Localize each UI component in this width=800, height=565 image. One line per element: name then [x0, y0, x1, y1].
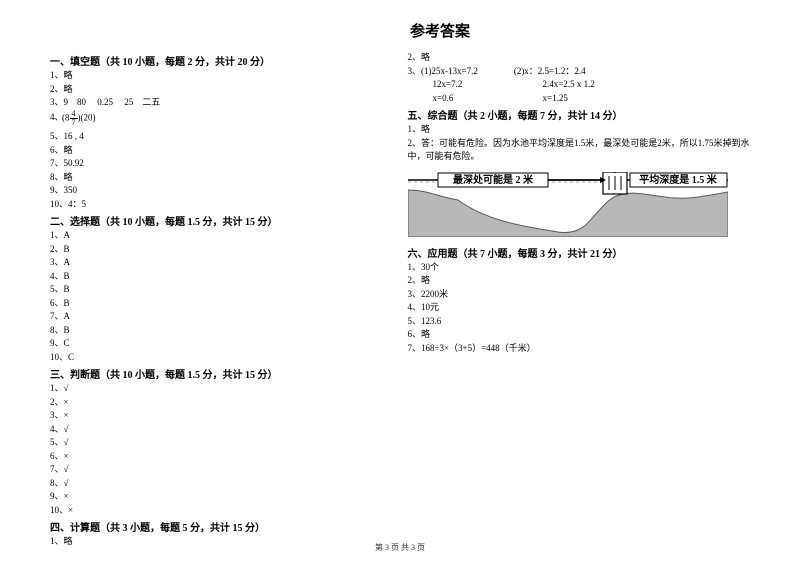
answer-item: 2、×: [50, 396, 393, 410]
answer-item: 3、2200米: [408, 288, 751, 302]
answer-item: 2、略: [50, 83, 393, 97]
answer-item: 4、√: [50, 423, 393, 437]
right-column: 2、略 3、(1)25x-13x=7.2 (2)x：2.5=1.2：2.4 12…: [408, 51, 751, 549]
page-footer: 第 3 页 共 3 页: [50, 542, 750, 553]
answer-item: 4、: [50, 111, 393, 125]
answer-item: 7、168÷3×（3+5）=448（千米）: [408, 342, 751, 356]
answer-item: 10、C: [50, 351, 393, 365]
answer-item: 9、C: [50, 337, 393, 351]
answer-item: 2、略: [408, 51, 751, 65]
section4-header: 四、计算题（共 3 小题，每题 5 分，共计 15 分）: [50, 519, 393, 534]
fraction-close: )(20): [78, 112, 96, 122]
answer-item: 3、×: [50, 409, 393, 423]
answer-item: 10、4：5: [50, 198, 393, 212]
section2-header: 二、选择题（共 10 小题，每题 1.5 分，共计 15 分）: [50, 213, 393, 228]
answer-item: 1、略: [408, 123, 751, 137]
answer-item: 3、9 80 0.25 25 二五: [50, 96, 393, 110]
page-title: 参考答案: [130, 20, 750, 41]
answer-item: 4、10元: [408, 301, 751, 315]
section3-header: 三、判断题（共 10 小题，每题 1.5 分，共计 15 分）: [50, 366, 393, 381]
fraction-den: 7: [70, 119, 78, 127]
answer-item: 6、B: [50, 297, 393, 311]
answer-item: 1、略: [50, 69, 393, 83]
answer-item: 5、B: [50, 283, 393, 297]
answer-item: 6、略: [50, 144, 393, 158]
answer-item: 3、(1)25x-13x=7.2 (2)x：2.5=1.2：2.4: [408, 65, 751, 79]
item4-prefix: 4、: [50, 112, 64, 122]
diagram-label-right: 平均深度是 1.5 米: [639, 173, 717, 186]
answer-item: 1、A: [50, 229, 393, 243]
calc-left: x=0.6: [433, 92, 543, 106]
calc-row: 12x=7.2 2.4x=2.5 x 1.2: [433, 78, 751, 92]
answer-item: 7、A: [50, 310, 393, 324]
answer-item: 9、×: [50, 490, 393, 504]
answer-item: 8、B: [50, 324, 393, 338]
answer-item: 8、略: [50, 171, 393, 185]
calc-row: x=0.6 x=1.25: [433, 92, 751, 106]
answer-item: 4、B: [50, 270, 393, 284]
answer-item: 1、√: [50, 382, 393, 396]
answer-item: 9、350: [50, 184, 393, 198]
answer-item: 6、略: [408, 328, 751, 342]
answer-item: 7、√: [50, 463, 393, 477]
answer-item: 10、×: [50, 504, 393, 518]
pool-svg: 最深处可能是 2 米 平均深度是 1.5 米: [408, 172, 728, 237]
answer-item: 8、√: [50, 477, 393, 491]
answer-item: 6、×: [50, 450, 393, 464]
content-columns: 一、填空题（共 10 小题，每题 2 分，共计 20 分） 1、略 2、略 3、…: [50, 51, 750, 549]
answer-item: 3、A: [50, 256, 393, 270]
answer-item: 2、B: [50, 243, 393, 257]
answer-item: 1、30个: [408, 261, 751, 275]
answer-item: 5、16 , 4: [50, 130, 393, 144]
section6-header: 六、应用题（共 7 小题，每题 3 分，共计 21 分）: [408, 245, 751, 260]
fraction: 47: [70, 110, 78, 127]
answer-item: 2、略: [408, 274, 751, 288]
pool-diagram: 最深处可能是 2 米 平均深度是 1.5 米: [408, 172, 728, 237]
calc-right: 2.4x=2.5 x 1.2: [543, 78, 653, 92]
answer-item: 2、答：可能有危险。因为水池平均深度是1.5米，最深处可能是2米，所以1.75米…: [408, 137, 751, 164]
diagram-label-left: 最深处可能是 2 米: [453, 173, 534, 186]
calc-right: x=1.25: [543, 92, 653, 106]
answer-item: 5、123.6: [408, 315, 751, 329]
calc-left: 12x=7.2: [433, 78, 543, 92]
section5-header: 五、综合题（共 2 小题，每题 7 分，共计 14 分）: [408, 107, 751, 122]
answer-item: 7、50.92: [50, 157, 393, 171]
answer-item: 5、√: [50, 436, 393, 450]
left-column: 一、填空题（共 10 小题，每题 2 分，共计 20 分） 1、略 2、略 3、…: [50, 51, 393, 549]
section1-header: 一、填空题（共 10 小题，每题 2 分，共计 20 分）: [50, 53, 393, 68]
